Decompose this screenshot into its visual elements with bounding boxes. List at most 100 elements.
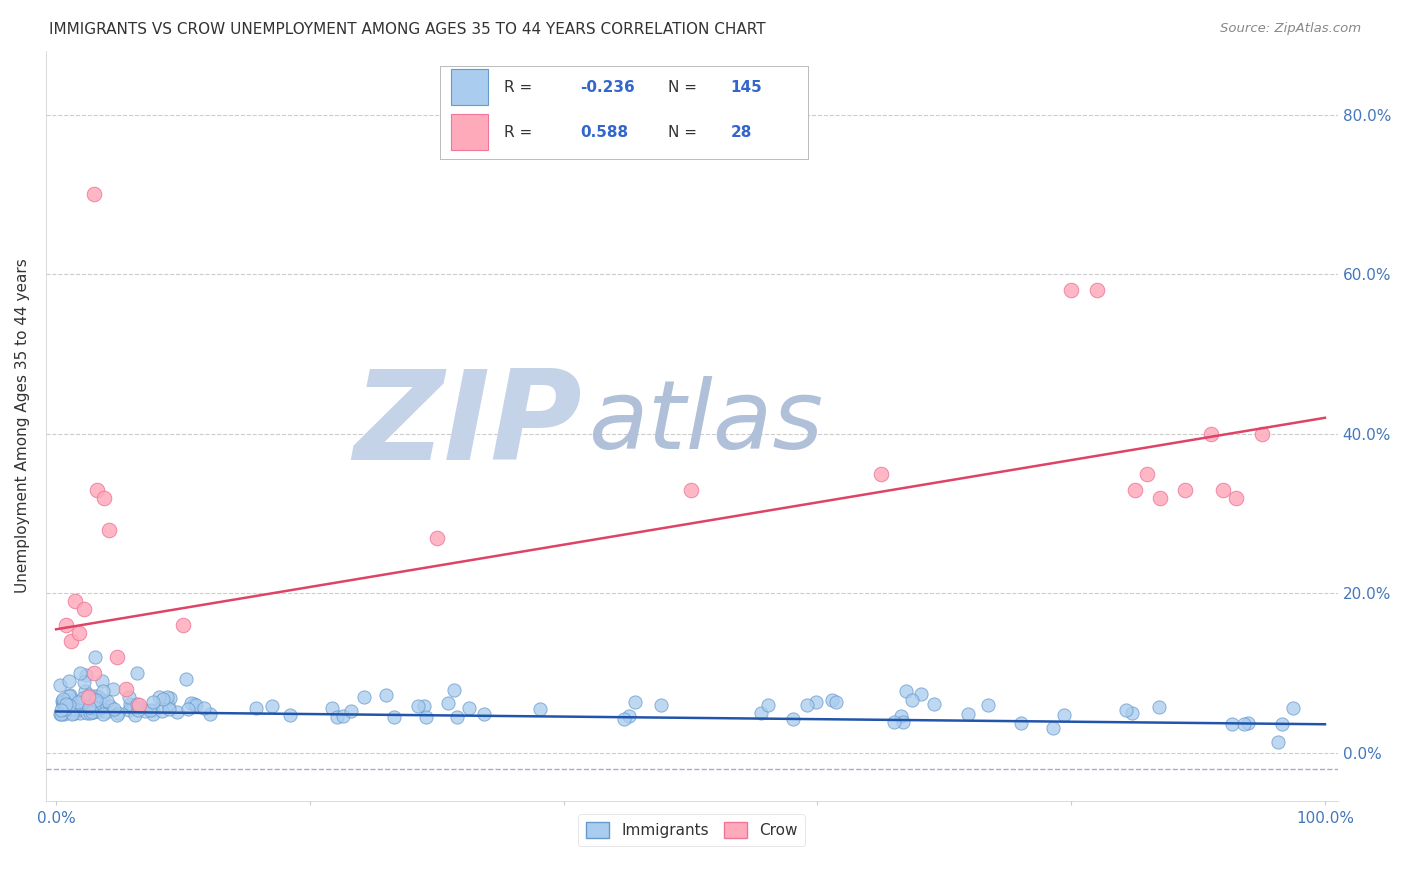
Point bbox=[52, 706, 75, 720]
Point bbox=[1267, 735, 1289, 749]
Point bbox=[186, 698, 208, 712]
Point bbox=[142, 703, 165, 717]
Point bbox=[122, 699, 145, 714]
Point bbox=[86, 700, 108, 714]
Point bbox=[49, 703, 72, 717]
Point bbox=[58, 697, 80, 711]
Point bbox=[183, 697, 205, 711]
Point bbox=[72, 691, 94, 706]
Point bbox=[93, 491, 115, 505]
Point bbox=[62, 701, 84, 715]
Point bbox=[415, 709, 437, 723]
Point bbox=[139, 703, 162, 717]
Point bbox=[117, 703, 139, 717]
Point bbox=[134, 705, 156, 719]
Point bbox=[1123, 483, 1146, 497]
Point bbox=[89, 696, 111, 710]
Point bbox=[55, 697, 77, 711]
Point bbox=[174, 672, 197, 686]
Point bbox=[58, 698, 80, 712]
Point bbox=[69, 666, 91, 681]
Point bbox=[84, 693, 107, 707]
Point bbox=[142, 695, 165, 709]
Point bbox=[796, 698, 818, 713]
Point bbox=[1121, 706, 1143, 721]
Point bbox=[617, 708, 640, 723]
Point bbox=[1199, 426, 1222, 441]
Point bbox=[1233, 717, 1256, 731]
Point bbox=[177, 702, 200, 716]
Point bbox=[157, 702, 180, 716]
Point bbox=[79, 700, 101, 714]
Point bbox=[245, 700, 267, 714]
Point bbox=[326, 709, 349, 723]
Point bbox=[120, 697, 142, 711]
Point bbox=[75, 668, 97, 682]
Point bbox=[77, 689, 100, 703]
Point bbox=[76, 706, 98, 720]
Point bbox=[101, 682, 124, 697]
Point bbox=[58, 673, 80, 688]
Point bbox=[756, 698, 779, 713]
Point bbox=[1236, 715, 1258, 730]
Point bbox=[443, 683, 465, 698]
Point bbox=[891, 714, 914, 729]
Point bbox=[159, 691, 181, 706]
Point bbox=[59, 688, 82, 702]
Point bbox=[60, 706, 83, 720]
Point bbox=[278, 708, 301, 723]
Point bbox=[910, 687, 932, 701]
Point bbox=[79, 706, 101, 720]
Point bbox=[472, 707, 495, 722]
Point bbox=[129, 701, 152, 715]
Text: atlas: atlas bbox=[589, 376, 824, 468]
Point bbox=[260, 699, 283, 714]
Point bbox=[52, 698, 75, 712]
Point bbox=[457, 701, 479, 715]
Point bbox=[412, 699, 434, 714]
Point bbox=[105, 707, 128, 722]
Point bbox=[51, 706, 73, 721]
Point bbox=[1085, 283, 1108, 297]
Point bbox=[60, 634, 83, 648]
Point bbox=[782, 712, 804, 726]
Point bbox=[650, 698, 672, 713]
Point bbox=[340, 704, 363, 718]
Point bbox=[150, 704, 173, 718]
Point bbox=[529, 701, 551, 715]
Point bbox=[62, 692, 84, 706]
Point bbox=[83, 666, 105, 681]
Point bbox=[90, 674, 112, 689]
Point bbox=[870, 467, 893, 481]
Point bbox=[1220, 716, 1243, 731]
Point bbox=[1060, 283, 1083, 297]
Point bbox=[60, 707, 83, 722]
Point bbox=[62, 697, 84, 711]
Point bbox=[124, 707, 146, 722]
Point bbox=[73, 602, 96, 616]
Point bbox=[332, 709, 354, 723]
Point bbox=[148, 690, 170, 705]
Point bbox=[446, 710, 468, 724]
Point bbox=[63, 594, 86, 608]
Point bbox=[49, 678, 72, 692]
Text: Source: ZipAtlas.com: Source: ZipAtlas.com bbox=[1220, 22, 1361, 36]
Point bbox=[824, 695, 846, 709]
Point bbox=[94, 705, 117, 719]
Point bbox=[125, 697, 148, 711]
Point bbox=[1042, 721, 1064, 735]
Point bbox=[374, 688, 396, 702]
Point bbox=[142, 706, 165, 721]
Point bbox=[156, 698, 179, 713]
Point bbox=[624, 695, 647, 709]
Point bbox=[406, 699, 429, 714]
Point bbox=[1053, 708, 1076, 723]
Point bbox=[58, 690, 80, 704]
Point bbox=[86, 483, 108, 497]
Point bbox=[820, 693, 842, 707]
Text: ZIP: ZIP bbox=[353, 366, 582, 486]
Point bbox=[79, 701, 101, 715]
Point bbox=[890, 708, 912, 723]
Point bbox=[86, 694, 108, 708]
Point bbox=[922, 697, 945, 711]
